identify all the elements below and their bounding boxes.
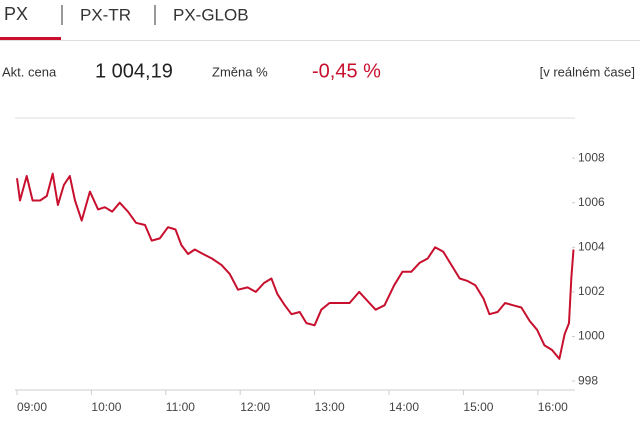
x-tick-label: 15:00 <box>463 400 493 414</box>
change-label: Změna % <box>212 64 268 79</box>
tab[interactable]: PX <box>4 4 28 24</box>
x-tick-label: 10:00 <box>91 400 121 414</box>
x-tick-label: 14:00 <box>389 400 419 414</box>
change: -0,45 % <box>312 60 381 82</box>
tab[interactable]: PX-GLOB <box>173 5 249 24</box>
price-line <box>16 172 575 360</box>
x-tick-label: 09:00 <box>17 400 47 414</box>
y-tick-label: 1008 <box>578 150 605 164</box>
y-tick-label: 1000 <box>578 329 605 343</box>
tab[interactable]: PX-TR <box>80 5 131 24</box>
realtime-note: [v reálném čase] <box>540 64 635 79</box>
x-tick-label: 12:00 <box>240 400 270 414</box>
y-tick-label: 1004 <box>578 239 605 253</box>
price-label: Akt. cena <box>2 64 57 79</box>
x-tick-label: 16:00 <box>538 400 568 414</box>
tab-border <box>0 40 640 41</box>
x-tick-label: 11:00 <box>166 400 195 414</box>
x-tick-label: 13:00 <box>315 400 345 414</box>
y-tick-label: 1006 <box>578 195 605 209</box>
y-tick-label: 1002 <box>578 284 605 298</box>
active-tab-indicator <box>0 37 61 40</box>
chart: 998 1000 1002 1004 1006 1008 09:00 10:00 11:00 12… <box>15 117 605 414</box>
y-tick-label: 998 <box>578 373 598 387</box>
price: 1 004,19 <box>95 60 173 82</box>
